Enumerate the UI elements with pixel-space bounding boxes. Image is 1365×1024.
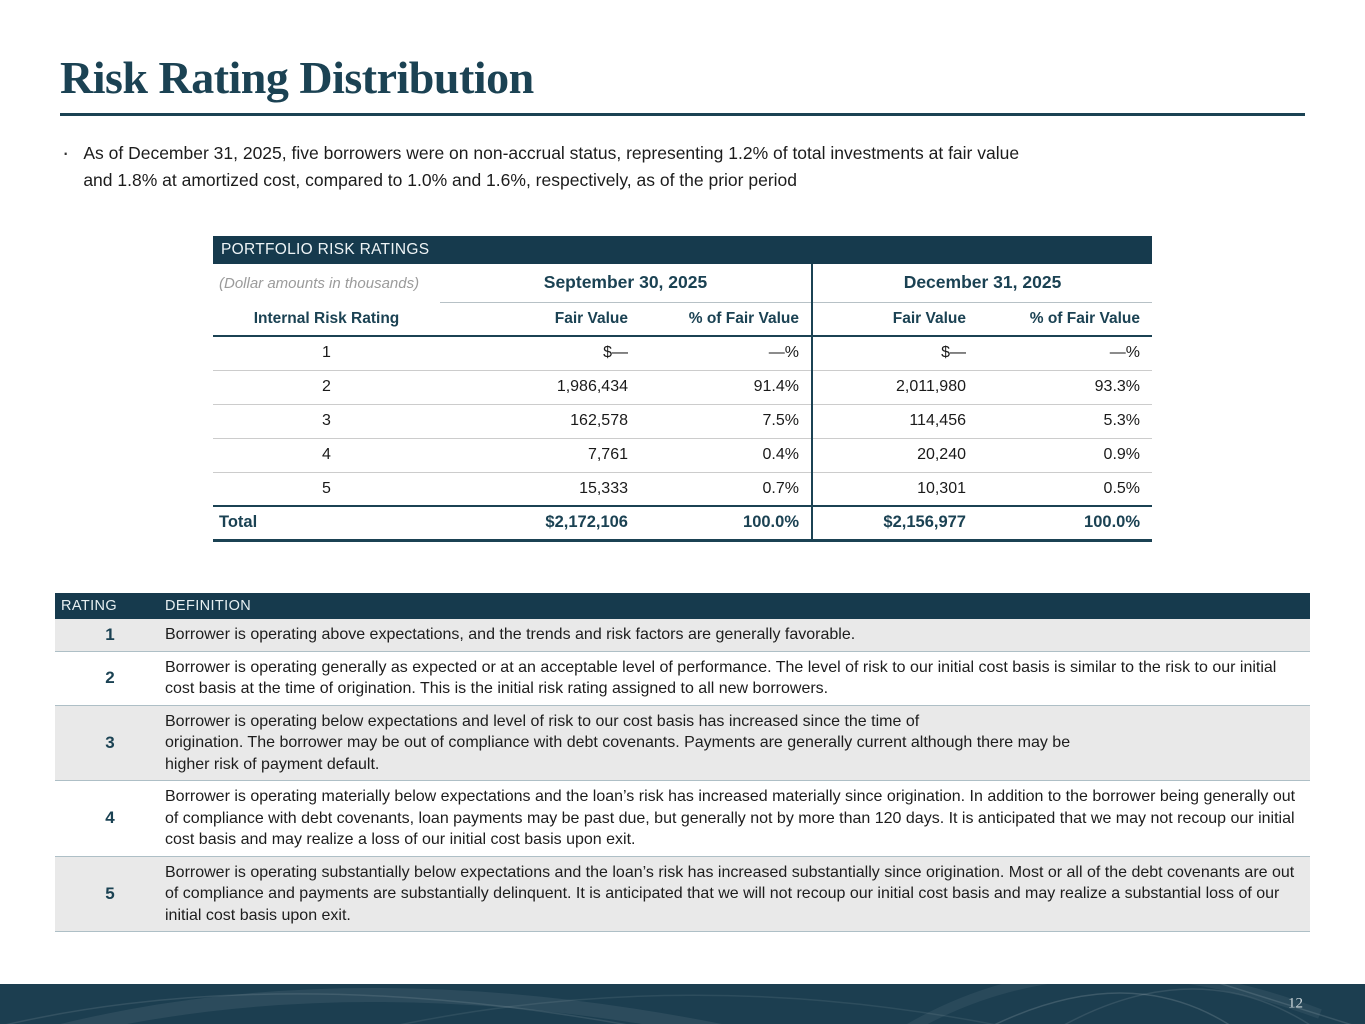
definitions-header-definition: DEFINITION — [165, 593, 1310, 619]
column-header-dec-pct-fair-value: % of Fair Value — [1029, 309, 1141, 327]
portfolio-table-title: PORTFOLIO RISK RATINGS — [213, 236, 1153, 264]
period-header-row: (Dollar amounts in thousands) September … — [213, 264, 1153, 303]
table-row-total: Total $2,172,106 100.0% $2,156,977 100.0… — [213, 506, 1153, 540]
table-row-rating-1: 1 $— —% $— —% — [213, 336, 1153, 370]
rating-definitions-table: RATING DEFINITION 1 Borrower is operatin… — [55, 593, 1310, 932]
definition-text: Borrower is operating substantially belo… — [165, 863, 1295, 924]
summary-bullet-text: As of December 31, 2025, five borrowers … — [83, 143, 1020, 190]
definition-row-2: 2 Borrower is operating generally as exp… — [55, 651, 1310, 705]
column-header-sep-fair-value: Fair Value — [554, 309, 628, 327]
portfolio-risk-ratings-table: PORTFOLIO RISK RATINGS (Dollar amounts i… — [213, 236, 1153, 542]
title-underline — [60, 113, 1305, 116]
definition-text: Borrower is operating materially below e… — [165, 788, 1296, 848]
dec-pct-fair-value: 0.5% — [1103, 479, 1141, 497]
definitions-header-rating: RATING — [55, 593, 165, 619]
units-note: (Dollar amounts in thousands) — [219, 274, 420, 292]
period-header-december: December 31, 2025 — [810, 264, 1153, 303]
dec-pct-fair-value: 5.3% — [1103, 412, 1141, 429]
sep-fair-value: $— — [603, 344, 628, 362]
column-header-sep-pct-fair-value: % of Fair Value — [688, 309, 799, 327]
definition-rating: 3 — [105, 732, 115, 752]
definition-rating: 2 — [105, 668, 115, 687]
table-row-rating-3: 3 162,578 7.5% 114,456 5.3% — [213, 404, 1153, 438]
total-label: Total — [219, 513, 258, 532]
period-header-september: September 30, 2025 — [440, 264, 812, 303]
total-dec-fair-value: $2,156,977 — [811, 506, 978, 540]
rating-value: 1 — [322, 344, 331, 362]
definition-rating: 4 — [105, 808, 115, 828]
definition-row-3: 3 Borrower is operating below expectatio… — [55, 705, 1310, 781]
definition-row-4: 4 Borrower is operating materially below… — [55, 781, 1310, 856]
definition-text: Borrower is operating above expectations… — [165, 626, 856, 643]
column-header-dec-fair-value: Fair Value — [811, 302, 978, 336]
definition-row-5: 5 Borrower is operating substantially be… — [55, 856, 1310, 932]
sep-fair-value: 15,333 — [579, 479, 628, 497]
page-number: 12 — [1288, 995, 1303, 1012]
column-header-row: Internal Risk Rating Fair Value % of Fai… — [213, 302, 1153, 336]
dec-pct-fair-value: —% — [1109, 344, 1141, 362]
summary-bullet: · As of December 31, 2025, five borrower… — [62, 140, 1307, 193]
dec-pct-fair-value: 0.9% — [1103, 446, 1141, 463]
definition-text: Borrower is operating generally as expec… — [165, 658, 1277, 698]
rating-value: 3 — [322, 412, 331, 429]
sep-pct-fair-value: 7.5% — [762, 412, 799, 429]
dec-fair-value: $— — [811, 336, 978, 370]
definition-rating: 5 — [105, 883, 115, 903]
definition-row-1: 1 Borrower is operating above expectatio… — [55, 619, 1310, 651]
table-row-rating-4: 4 7,761 0.4% 20,240 0.9% — [213, 438, 1153, 472]
bullet-icon: · — [62, 140, 70, 165]
footer-arc-decoration-icon — [6, 984, 1352, 1024]
definition-rating: 1 — [105, 624, 115, 644]
definitions-header-row: RATING DEFINITION — [55, 593, 1310, 619]
rating-value: 4 — [322, 446, 331, 463]
rating-value: 2 — [322, 378, 331, 395]
dec-pct-fair-value: 93.3% — [1094, 378, 1141, 395]
total-sep-fair-value: $2,172,106 — [545, 513, 628, 532]
rating-value: 5 — [322, 479, 331, 497]
total-dec-pct-fair-value: 100.0% — [1084, 513, 1141, 532]
total-sep-pct-fair-value: 100.0% — [743, 513, 799, 532]
dec-fair-value: 2,011,980 — [811, 370, 978, 404]
table-row-rating-5: 5 15,333 0.7% 10,301 0.5% — [213, 472, 1153, 506]
definition-text: Borrower is operating below expectations… — [165, 712, 1071, 773]
portfolio-table-title-row: PORTFOLIO RISK RATINGS — [213, 236, 1153, 264]
sep-fair-value: 1,986,434 — [556, 378, 628, 395]
page-title: Risk Rating Distribution — [60, 52, 534, 103]
table-row-rating-2: 2 1,986,434 91.4% 2,011,980 93.3% — [213, 370, 1153, 404]
footer-band: 12 — [0, 984, 1365, 1024]
sep-pct-fair-value: 0.4% — [762, 446, 799, 463]
sep-pct-fair-value: 91.4% — [753, 378, 799, 395]
dec-fair-value: 10,301 — [811, 472, 978, 506]
sep-pct-fair-value: —% — [768, 344, 799, 362]
sep-fair-value: 7,761 — [587, 446, 628, 463]
sep-pct-fair-value: 0.7% — [762, 479, 799, 497]
sep-fair-value: 162,578 — [570, 412, 628, 429]
dec-fair-value: 114,456 — [811, 404, 978, 438]
column-header-internal-risk-rating: Internal Risk Rating — [253, 309, 400, 327]
dec-fair-value: 20,240 — [811, 438, 978, 472]
